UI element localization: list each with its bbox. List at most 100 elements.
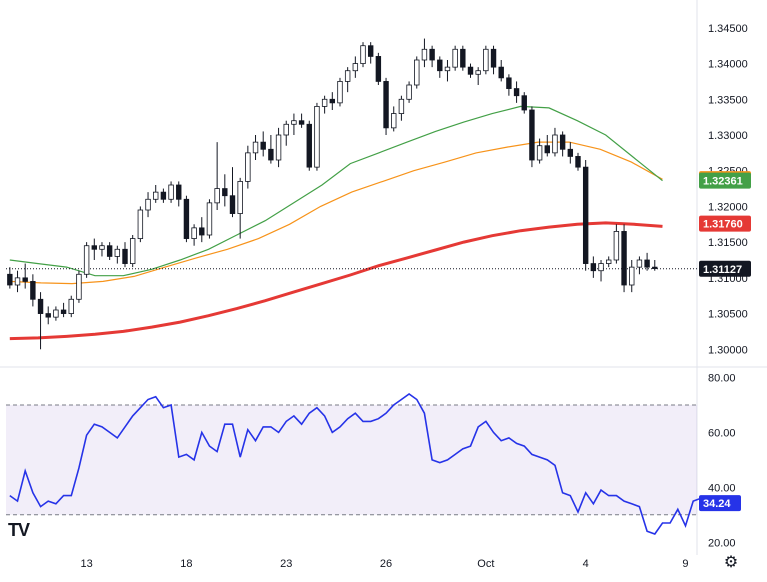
candle-body <box>536 145 543 161</box>
candle-body <box>199 227 205 236</box>
candle-body <box>391 113 397 129</box>
moving-average-line <box>9 141 663 285</box>
candle-body <box>37 298 44 314</box>
candle-body <box>590 263 597 272</box>
candle-body <box>421 48 428 61</box>
time-tick-label: 23 <box>280 558 292 570</box>
candle-body <box>60 309 67 314</box>
candle-body <box>168 184 174 200</box>
candle-body <box>613 231 620 261</box>
candle-body <box>275 134 282 161</box>
candle-body <box>99 245 105 250</box>
price-tick-label: 1.31500 <box>708 237 748 249</box>
moving-average-line <box>9 105 663 277</box>
price-tag-label: 1.31127 <box>703 264 742 276</box>
candle-body <box>575 156 581 168</box>
candle-body <box>183 198 190 239</box>
moving-average-line <box>9 221 663 341</box>
candle-body <box>153 191 159 200</box>
candle-body <box>229 195 236 214</box>
price-tick-label: 1.33500 <box>708 94 748 106</box>
candle-body <box>460 48 466 68</box>
candle-body <box>129 238 136 264</box>
price-tick-label: 1.30500 <box>708 309 748 321</box>
candle-body <box>314 106 320 168</box>
candle-body <box>237 181 243 214</box>
rsi-tick-label: 60.00 <box>708 427 736 439</box>
candle-body <box>344 70 351 82</box>
candle-body <box>367 45 374 57</box>
candle-body <box>544 145 550 154</box>
candle-body <box>114 248 121 257</box>
candle-body <box>222 188 228 197</box>
candle-body <box>191 227 197 239</box>
price-tick-label: 1.33000 <box>708 130 748 142</box>
candle-body <box>652 266 658 269</box>
candle-body <box>636 259 643 268</box>
candle-body <box>83 245 90 275</box>
candle-body <box>137 209 144 239</box>
candle-body <box>306 123 312 168</box>
candle-body <box>582 166 589 264</box>
time-tick-label: 9 <box>682 558 688 570</box>
candle-body <box>268 148 274 161</box>
time-tick-label: Oct <box>477 558 494 570</box>
rsi-value-tag-label: 34.24 <box>703 498 731 510</box>
candle-body <box>206 202 213 236</box>
candle-body <box>475 70 481 75</box>
time-tick-label: 13 <box>80 558 92 570</box>
candle-body <box>483 48 489 72</box>
price-tag-label: 1.31760 <box>703 219 743 231</box>
candle-body <box>506 77 512 89</box>
candle-body <box>176 184 182 200</box>
candle-body <box>260 141 266 150</box>
candle-body <box>106 245 113 257</box>
rsi-value-tag <box>699 495 741 512</box>
candle-body <box>7 273 13 286</box>
candle-body <box>252 141 259 154</box>
candle-body <box>629 266 635 286</box>
price-tag <box>699 215 751 232</box>
gear-icon[interactable]: ⚙ <box>723 554 739 571</box>
rsi-line <box>9 393 717 535</box>
candle-body <box>521 95 527 111</box>
candle-body <box>360 45 366 64</box>
candle-body <box>22 277 28 282</box>
candle-body <box>245 152 251 182</box>
price-tag <box>699 260 751 277</box>
candle-body <box>406 84 412 100</box>
price-tick-label: 1.34000 <box>708 59 748 71</box>
time-tick-label: 4 <box>583 558 589 570</box>
rsi-tick-label: 20.00 <box>708 537 736 549</box>
candle-body <box>452 48 458 68</box>
candle-body <box>160 191 167 200</box>
price-tag <box>699 172 751 189</box>
candle-body <box>606 259 612 264</box>
candle-body <box>552 134 558 154</box>
candle-body <box>321 98 328 107</box>
candle-body <box>383 81 389 129</box>
candle-body <box>621 231 627 286</box>
candle-body <box>76 273 82 300</box>
candle-body <box>214 188 220 204</box>
candle-body <box>53 309 59 318</box>
rsi-tick-label: 80.00 <box>708 372 736 384</box>
candle-body <box>291 120 297 125</box>
candle-body <box>429 48 435 61</box>
price-tick-label: 1.30000 <box>708 344 748 356</box>
candle-body <box>45 313 51 318</box>
rsi-band <box>6 404 697 515</box>
candle-body <box>375 56 382 82</box>
candle-body <box>329 98 336 104</box>
candle-body <box>490 48 497 68</box>
candle-body <box>414 59 420 86</box>
candle-body <box>598 263 604 272</box>
candle-body <box>529 109 535 161</box>
price-tag-label: 1.32361 <box>703 176 743 188</box>
candle-body <box>337 81 343 104</box>
candle-body <box>298 120 305 125</box>
time-tick-label: 18 <box>180 558 192 570</box>
candle-body <box>444 66 451 72</box>
rsi-tick-label: 40.00 <box>708 482 736 494</box>
candle-body <box>14 277 21 286</box>
